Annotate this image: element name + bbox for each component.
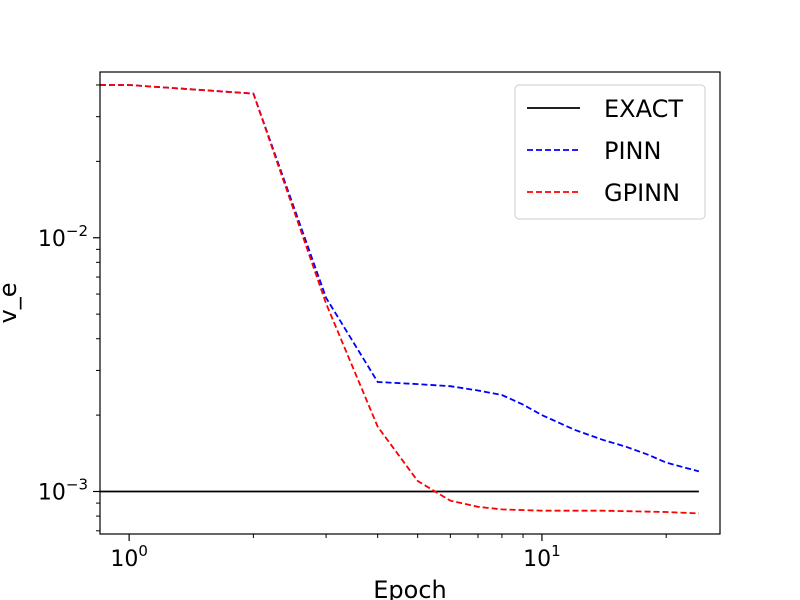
- y-axis-label: v_e: [0, 283, 22, 324]
- x-tick-label: 100: [110, 542, 148, 572]
- legend-label-gpinn: GPINN: [604, 179, 680, 207]
- x-tick-label: 101: [523, 542, 561, 572]
- series-layer: [100, 84, 700, 515]
- y-tick-label: 10−3: [38, 475, 88, 505]
- y-tick-base: 10: [38, 227, 66, 252]
- series-line-pinn: [100, 84, 700, 473]
- x-tick-base: 10: [110, 547, 138, 572]
- series-line-gpinn: [100, 84, 699, 515]
- y-tick-label: 10−2: [38, 222, 88, 252]
- plot-frame: [99, 71, 721, 535]
- x-tick-base: 10: [523, 547, 551, 572]
- legend-label-pinn: PINN: [604, 137, 661, 165]
- x-tick-exponent: 0: [138, 542, 148, 560]
- y-tick-exponent: −3: [66, 475, 88, 493]
- y-tick-base: 10: [38, 480, 66, 505]
- legend: EXACT PINN GPINN: [514, 84, 706, 220]
- x-tick-exponent: 1: [551, 542, 561, 560]
- legend-box: [514, 84, 706, 220]
- x-axis-label: Epoch: [373, 576, 447, 600]
- legend-label-exact: EXACT: [604, 95, 683, 123]
- y-tick-exponent: −2: [66, 222, 88, 240]
